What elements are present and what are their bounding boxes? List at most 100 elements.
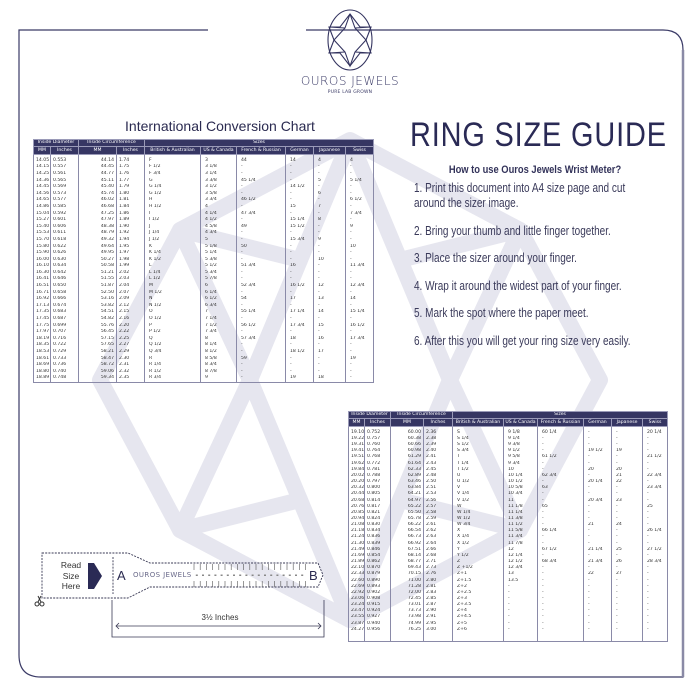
- instruction-step: 5. Mark the spot where the paper meet.: [414, 306, 589, 321]
- table-cell: -: [344, 342, 375, 349]
- table-cell: -: [236, 316, 286, 323]
- table-cell: 15 1/2: [285, 223, 314, 231]
- table-cell: 4: [200, 203, 237, 211]
- table-cell: -: [236, 256, 286, 264]
- table-cell: 56 1/2: [236, 322, 286, 330]
- table-cell: -: [285, 362, 314, 369]
- column-header: German: [583, 418, 612, 427]
- table-cell: F 1/2: [144, 164, 201, 171]
- table-cell: 17.35: [33, 309, 51, 317]
- table-row: 21.18 0.834 66.54 2.62 X 11 5/8 66 1/4- -26 1/4: [348, 528, 669, 535]
- sizer-mark: [295, 574, 297, 576]
- table-cell: -: [641, 565, 669, 572]
- table-cell: 2.04: [116, 283, 145, 290]
- table-cell: -: [313, 362, 346, 369]
- sizer-mark: [282, 574, 285, 576]
- table-cell: 51.87: [78, 283, 117, 290]
- table-cell: 0.646: [50, 276, 79, 284]
- table-cell: 15.40: [33, 223, 51, 231]
- table-row: 14.15 0.557 44.45 1.75 F 1/2 3 1/8- - - -: [33, 164, 375, 171]
- table-cell: -: [344, 316, 375, 323]
- table-cell: -: [641, 460, 669, 467]
- table-cell: -: [344, 203, 375, 211]
- table-cell: 19.51: [348, 454, 365, 461]
- table-cell: 0.752: [364, 426, 391, 436]
- table-cell: J: [144, 223, 201, 231]
- table-cell: 2.12: [116, 302, 145, 310]
- table-cell: 3 1/2: [200, 184, 237, 191]
- table-cell: 25: [641, 503, 669, 510]
- table-cell: -: [285, 342, 314, 349]
- table-cell: 2.27: [116, 342, 145, 349]
- table-row: 17.45 0.687 54.82 2.16 O 1/2 7 1/4- - - -: [33, 316, 375, 323]
- table-row: 19.22 0.757 60.38 2.38 S 1/4 9 1/4- - - -: [348, 435, 669, 443]
- ring-sizer[interactable]: [34, 552, 325, 638]
- brand-tagline: PURE LAB GROWN: [327, 90, 373, 95]
- table-cell: -: [344, 269, 375, 277]
- table-cell: -: [344, 164, 375, 171]
- table-cell: 58.21: [78, 349, 117, 356]
- instructions-list: 1. Print this document into A4 size page…: [414, 181, 648, 362]
- column-header: Inches: [423, 418, 453, 427]
- table-cell: 15 3/4: [285, 236, 314, 244]
- table-cell: 7 1/2: [200, 322, 237, 330]
- table-row: 21.69 0.854 68.14 2.68 Y 1/2 12 1/4- - - -: [348, 552, 669, 560]
- sizer-mark: [239, 574, 242, 576]
- table-cell: -: [236, 276, 286, 284]
- table-cell: 17: [285, 296, 314, 303]
- table-cell: 2.29: [116, 349, 145, 356]
- table-cell: O: [144, 309, 201, 317]
- table-cell: 44: [236, 154, 286, 165]
- table-cell: 2.30: [116, 355, 145, 363]
- table-cell: 9: [200, 375, 237, 383]
- table-cell: 14: [285, 154, 314, 165]
- table-cell: 1.92: [116, 230, 145, 237]
- column-header: British & Australian: [452, 418, 504, 427]
- table-cell: 0.592: [50, 210, 79, 218]
- table-cell: 55 1/4: [236, 309, 286, 317]
- table-row: 23.06 0.908 72.45 2.85 Z+3- - - - -: [348, 596, 669, 603]
- table-row: 16.51 0.650 51.87 2.04 M 6 52 3/4 16 1/2 12 12 3/…: [33, 283, 375, 290]
- table-row: 20.44 0.805 64.21 2.53 V 1/4 10 3/4- - - -: [348, 491, 669, 498]
- table-cell: L: [144, 263, 201, 270]
- table-cell: 23.55: [348, 614, 365, 621]
- length-bracket: [111, 600, 325, 638]
- table-cell: 2.20: [116, 322, 145, 330]
- table-cell: 51.55: [78, 276, 117, 284]
- table-row: 20.32 0.800 63.84 2.51 V 10 5/8 63- -23 3/4: [348, 485, 669, 492]
- table-cell: 15.53: [33, 230, 51, 237]
- table-cell: 1.79: [116, 184, 145, 191]
- table-cell: -: [285, 230, 314, 237]
- table-row: 15.53 0.611 48.79 1.92 J 1/4 4 3/4- - - -: [33, 230, 375, 237]
- table-cell: -: [285, 190, 314, 198]
- table-cell: 6 1/2: [200, 296, 237, 303]
- table-cell: 1.80: [116, 190, 145, 198]
- table-row: 18.61 0.733 58.47 2.30 R 8 5/8 59- -19: [33, 355, 375, 363]
- table-cell: R 1/4: [144, 362, 201, 369]
- table-cell: 0.577: [50, 197, 79, 204]
- table-cell: 16.41: [33, 276, 51, 284]
- table-cell: -: [344, 276, 375, 284]
- table-row: 21.08 0.830 66.22 2.61 W 3/4 11 1/2-21 24-: [348, 522, 669, 529]
- table-cell: 22.60: [348, 577, 365, 584]
- table-cell: 48.38: [78, 223, 117, 231]
- table-cell: 1.89: [116, 217, 145, 224]
- table-cell: -: [611, 626, 643, 642]
- table-row: 19.51 0.768 61.29 2.41 T 9 5/8 61 1/2- -21 1/2: [348, 454, 669, 461]
- table-cell: -: [313, 342, 346, 349]
- table-cell: -: [285, 329, 314, 336]
- table-row: 22.33 0.879 70.15 2.76 Z+1 13-22 27-: [348, 571, 669, 578]
- table-cell: I: [144, 210, 201, 218]
- table-cell: 45.11: [78, 177, 117, 185]
- table-cell: 15: [285, 203, 314, 211]
- table-cell: 6 1/4: [200, 289, 237, 297]
- table-cell: 8 5/8: [200, 355, 237, 363]
- table-cell: 1.95: [116, 243, 145, 251]
- table-cell: 5 3/4: [200, 269, 237, 277]
- table-cell: 15.80: [33, 243, 51, 251]
- instruction-step: 3. Place the sizer around your finger.: [414, 251, 577, 266]
- conversion-table-small-sizes: Inside Diameter Inside Circumference Sizes…: [33, 138, 375, 383]
- table-cell: 8 1/4: [200, 342, 237, 349]
- table-cell: -: [641, 497, 669, 504]
- column-header: French & Russian: [236, 146, 286, 155]
